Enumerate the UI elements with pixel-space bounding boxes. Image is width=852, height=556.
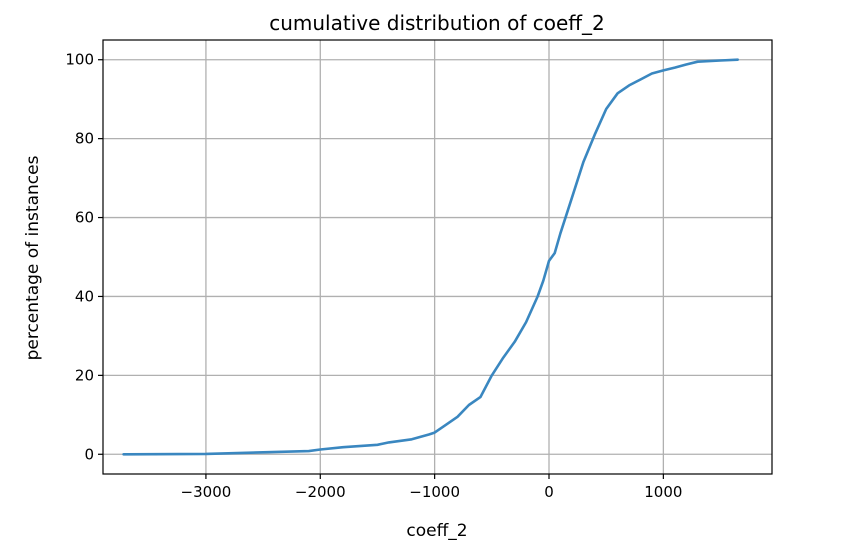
- x-tick-label: −1000: [409, 483, 460, 501]
- grid-lines: [103, 40, 772, 474]
- y-tick-label: 40: [75, 287, 94, 305]
- cdf-line: [122, 58, 740, 456]
- x-tick-labels: −3000 −2000 −1000 0 1000: [181, 483, 683, 501]
- y-tick-label: 80: [75, 130, 94, 148]
- chart-title: cumulative distribution of coeff_2: [269, 11, 605, 35]
- y-axis-label: percentage of instances: [23, 155, 43, 360]
- tick-marks: [98, 59, 664, 479]
- y-tick-labels: 0 20 40 60 80 100: [65, 51, 94, 464]
- y-tick-label: 20: [75, 366, 94, 384]
- y-tick-label: 0: [84, 445, 94, 463]
- x-tick-label: −2000: [295, 483, 346, 501]
- x-tick-label: 1000: [644, 483, 682, 501]
- y-tick-label: 100: [65, 51, 94, 69]
- x-axis-label: coeff_2: [406, 521, 467, 541]
- series-layer: [122, 58, 740, 456]
- x-tick-label: 0: [544, 483, 554, 501]
- plot-frame: [102, 39, 773, 475]
- y-tick-label: 60: [75, 209, 94, 227]
- x-tick-label: −3000: [181, 483, 232, 501]
